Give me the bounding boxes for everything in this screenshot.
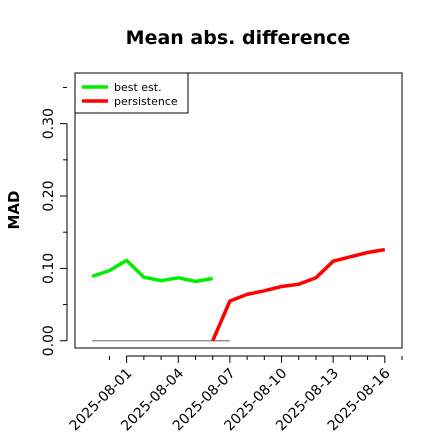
legend-label: best est. — [114, 81, 162, 94]
y-tick-label: 0.00 — [41, 325, 57, 356]
y-tick-label: 0.20 — [41, 180, 57, 211]
legend-label: persistence — [114, 95, 178, 108]
legend-box — [74, 72, 189, 114]
y-tick-label: 0.10 — [41, 253, 57, 284]
y-tick-label: 0.30 — [41, 108, 57, 139]
legend: best est.persistence — [74, 72, 189, 114]
y-axis-label: MAD — [5, 191, 23, 230]
plot-lines — [91, 247, 386, 342]
axes: 0.000.100.200.302025-08-012025-08-042025… — [41, 86, 403, 434]
plot-frame — [74, 72, 403, 349]
chart-title: Mean abs. difference — [126, 27, 351, 49]
series-line-1 — [91, 258, 213, 284]
series-line-2 — [211, 247, 386, 342]
